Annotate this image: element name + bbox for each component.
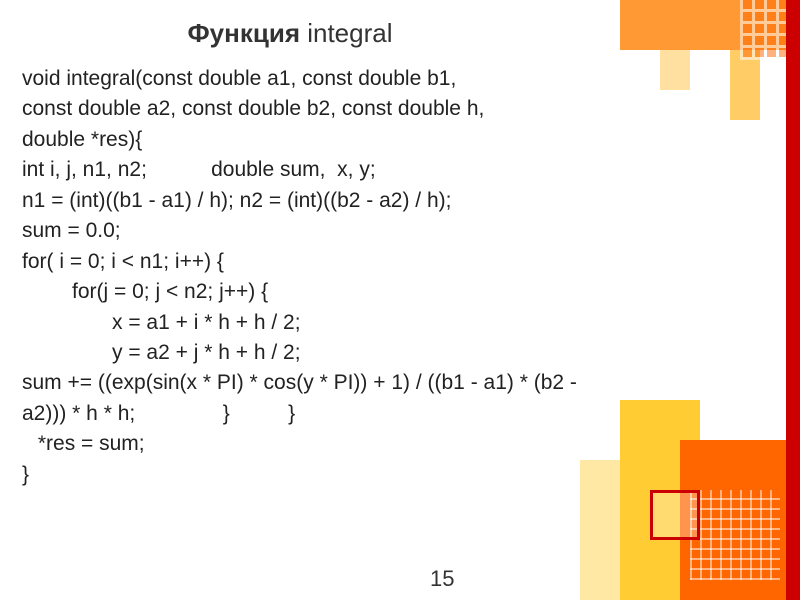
code-line: *res = sum; <box>22 429 578 459</box>
code-fragment: double sum, x, y; <box>211 158 376 181</box>
code-line: } <box>22 460 578 490</box>
code-line: double *res){ <box>22 125 578 155</box>
decor-pattern <box>690 490 780 580</box>
code-line: void integral(const double a1, const dou… <box>22 64 578 94</box>
code-line: x = a1 + i * h + h / 2; <box>22 308 578 338</box>
page-number: 15 <box>430 566 454 592</box>
code-line: y = a2 + j * h + h / 2; <box>22 338 578 368</box>
code-line: n1 = (int)((b1 - a1) / h); n2 = (int)((b… <box>22 186 578 216</box>
code-line: for( i = 0; i < n1; i++) { <box>22 247 578 277</box>
code-line: int i, j, n1, n2; double sum, x, y; <box>22 155 578 185</box>
code-line: sum += ((exp(sin(x * PI) * cos(y * PI)) … <box>22 368 578 429</box>
code-fragment: int i, j, n1, n2; <box>22 158 147 181</box>
title-normal: integral <box>300 18 393 48</box>
code-line: const double a2, const double b2, const … <box>22 94 578 124</box>
decor-right-bar <box>786 0 800 600</box>
decor-red-square <box>650 490 700 540</box>
code-block: void integral(const double a1, const dou… <box>20 60 580 490</box>
title-bold: Функция <box>187 18 300 48</box>
decor-top-right <box>580 0 800 140</box>
slide-title: Функция integral <box>0 18 580 49</box>
code-line: for(j = 0; j < n2; j++) { <box>22 277 578 307</box>
code-line: sum = 0.0; <box>22 216 578 246</box>
